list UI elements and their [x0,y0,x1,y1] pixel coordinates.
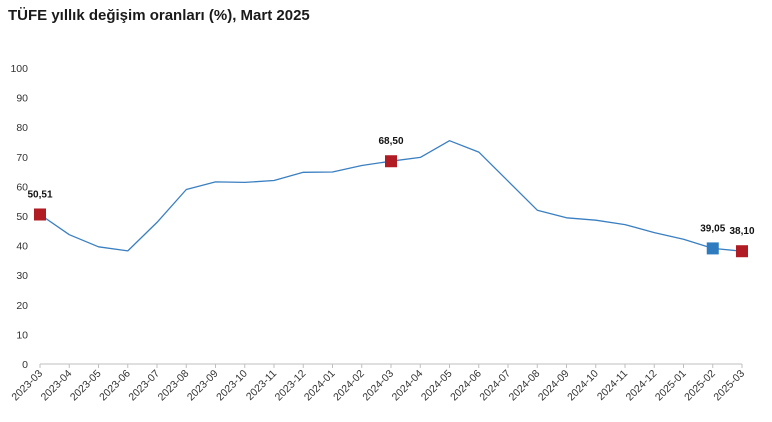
x-tick-label: 2024-01 [302,368,338,404]
x-tick-label: 2024-12 [624,368,660,404]
data-label: 50,51 [27,189,52,200]
x-tick-label: 2024-08 [507,368,543,404]
data-label: 39,05 [700,223,725,234]
x-tick-label: 2024-09 [536,368,572,404]
x-tick-label: 2023-10 [214,368,250,404]
y-tick-label: 90 [16,93,28,105]
x-tick-label: 2023-09 [185,368,221,404]
x-tick-label: 2024-05 [419,368,455,404]
y-tick-label: 30 [16,270,28,282]
y-tick-label: 100 [10,63,28,75]
x-tick-label: 2023-04 [39,368,75,404]
x-tick-label: 2024-03 [360,368,396,404]
x-tick-label: 2023-03 [9,368,45,404]
x-tick-label: 2024-06 [448,368,484,404]
chart-title: TÜFE yıllık değişim oranları (%), Mart 2… [8,7,310,24]
highlight-marker [736,245,748,258]
x-tick-label: 2024-02 [331,368,367,404]
y-tick-label: 60 [16,181,28,193]
x-tick-label: 2024-04 [390,368,426,404]
y-tick-label: 0 [22,359,28,371]
data-label: 38,10 [729,226,754,237]
y-axis: 0 10 20 30 40 50 60 70 80 90 100 [10,63,28,371]
x-tick-label: 2023-12 [273,368,309,404]
x-axis: 2023-032023-042023-052023-062023-072023-… [9,363,747,404]
y-tick-label: 40 [16,241,28,253]
x-tick-label: 2025-01 [653,368,689,404]
x-tick-label: 2024-10 [565,368,601,404]
x-tick-label: 2023-07 [126,368,162,404]
y-tick-label: 50 [16,211,28,223]
highlight-marker [706,242,719,255]
y-tick-label: 70 [16,152,28,164]
x-tick-label: 2023-08 [156,368,192,404]
x-tick-label: 2023-06 [97,368,133,404]
x-tick-label: 2024-07 [477,368,513,404]
marker-layer [34,155,748,258]
highlight-marker [34,208,46,221]
y-tick-label: 20 [16,300,28,312]
highlight-marker [385,155,397,168]
y-tick-label: 10 [16,329,28,341]
x-tick-label: 2023-05 [68,368,104,404]
x-tick-label: 2025-02 [682,368,718,404]
data-label: 68,50 [378,136,403,147]
y-tick-label: 80 [16,122,28,134]
x-tick-label: 2025-03 [711,368,747,404]
label-layer: 50,51 68,50 39,05 38,10 [27,136,754,237]
